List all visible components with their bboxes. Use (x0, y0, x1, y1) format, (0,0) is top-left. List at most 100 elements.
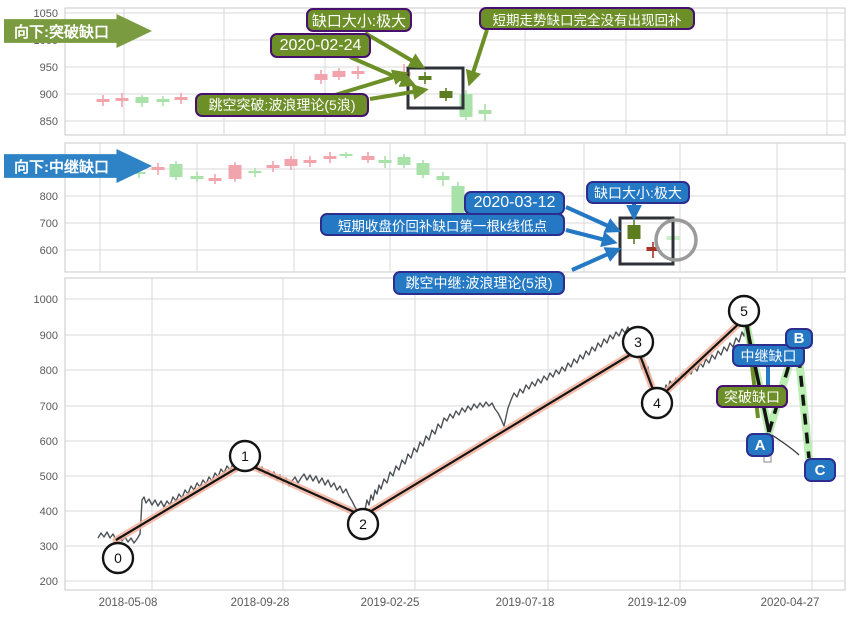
annotation-continuation-gap: 中继缺口 (732, 344, 805, 367)
annotation-text: B (793, 330, 805, 347)
annotation-text: 跳空突破:波浪理论(5浪) (208, 97, 356, 113)
x-tick-label: 2018-09-28 (231, 597, 290, 609)
y-tick-label: 700 (40, 401, 58, 413)
candle-body (378, 160, 392, 163)
annotation-gap-size-top: 缺口大小:极大 (306, 8, 412, 32)
annotation-text: 2020-03-12 (473, 194, 556, 211)
x-tick-label: 2020-04-27 (761, 597, 820, 609)
y-tick-label: 500 (40, 471, 58, 483)
wave-point-label: 2 (359, 516, 367, 532)
annotation-text: 中继缺口 (740, 347, 797, 364)
candle-body (132, 172, 146, 174)
annotation-no-fill-note: 短期走势缺口完全没有出现回补 (479, 7, 695, 30)
candle-body (115, 98, 129, 101)
y-tick-label: 600 (40, 436, 58, 448)
wave-point-label: 3 (634, 334, 642, 350)
candle-body (169, 164, 183, 177)
annotation-fill-note-mid: 短期收盘价回补缺口第一根k线低点 (320, 213, 565, 236)
y-tick-label: 950 (40, 62, 58, 74)
candle-body (323, 156, 337, 159)
annotation-text: C (814, 461, 826, 479)
y-tick-label: 700 (40, 218, 58, 230)
y-tick-label: 850 (40, 116, 58, 128)
candle-body (451, 186, 465, 215)
wave-point-circle (346, 507, 380, 541)
annotation-text: 2020-02-24 (279, 36, 362, 54)
gap-highlight-box (406, 66, 465, 110)
wave-point-circle (228, 439, 262, 473)
x-tick-label: 2019-02-25 (361, 597, 420, 609)
candle-body (208, 178, 222, 181)
projection-leg-5a (743, 317, 771, 433)
candle-body (351, 71, 365, 74)
y-tick-label: 800 (40, 191, 58, 203)
candle-body (397, 157, 411, 165)
candle-body (439, 91, 453, 98)
panel-border-bottom (64, 277, 846, 591)
annotation-arrow (565, 205, 622, 233)
candle-body (284, 159, 298, 166)
candle-body (156, 99, 170, 102)
annotation-arrow (565, 228, 618, 247)
wave-point-circle (621, 325, 655, 359)
y-tick-label: 300 (40, 541, 58, 553)
annotation-text: 跳空中继:波浪理论(5浪) (405, 275, 553, 291)
x-tick-label: 2019-07-18 (496, 597, 555, 609)
candle-body (361, 156, 375, 160)
candle-body (339, 154, 353, 156)
annotation-text: 短期走势缺口完全没有出现回补 (492, 12, 682, 28)
y-tick-label: 900 (40, 330, 58, 342)
y-tick-label: 1050 (34, 8, 58, 20)
candle-body (228, 165, 242, 179)
wave-point-label: 0 (114, 550, 122, 566)
y-tick-label: 400 (40, 506, 58, 518)
banner-continuation-gap-label: 向下:中继缺口 (14, 158, 109, 176)
candle-body (135, 97, 149, 103)
wave-point-label: 4 (653, 395, 661, 411)
candle-body (314, 74, 328, 80)
candle-body (627, 225, 641, 239)
candle-body (151, 167, 165, 170)
price-line (97, 321, 747, 544)
candle-body (478, 110, 492, 114)
candle-body (96, 99, 110, 102)
banner-breakaway-gap: 向下:突破缺口 (4, 14, 152, 48)
annotation-wave-b: B (785, 328, 813, 349)
annotation-continuation-theory: 跳空中继:波浪理论(5浪) (393, 271, 565, 295)
annotation-breakout-theory: 跳空突破:波浪理论(5浪) (195, 93, 369, 117)
annotation-arrow (363, 31, 426, 69)
candle-body (646, 247, 660, 251)
candle-body (416, 163, 430, 175)
wave-line (115, 317, 746, 541)
annotation-text: 缺口大小:极大 (594, 184, 682, 201)
candle-body (459, 94, 473, 117)
gap-highlight-box (618, 216, 675, 266)
x-tick-label: 2018-05-08 (99, 597, 158, 609)
candle-body (332, 71, 346, 77)
candle-body (174, 97, 188, 100)
ghost-circle (654, 218, 698, 262)
candle-body (436, 176, 450, 180)
y-tick-label: 200 (40, 576, 58, 588)
annotation-wave-c: C (804, 458, 836, 482)
candle-body (303, 160, 317, 163)
annotation-arrow (571, 247, 622, 272)
y-tick-label: 800 (40, 365, 58, 377)
panel-border-top (64, 7, 846, 136)
wave-point-circle (727, 294, 761, 328)
candle-body (248, 171, 262, 173)
annotation-text: 短期收盘价回补缺口第一根k线低点 (337, 218, 548, 234)
annotation-arrow (369, 83, 429, 101)
candle-body (190, 176, 204, 179)
annotation-arc (771, 434, 800, 456)
y-tick-label: 600 (40, 245, 58, 257)
wave-point-circle (101, 541, 135, 575)
candle-body (266, 165, 280, 168)
wave-point-label: 1 (241, 448, 249, 464)
y-tick-label: 900 (40, 89, 58, 101)
wave-point-circle (640, 386, 674, 420)
candle-body (418, 76, 432, 80)
annotation-date-mid: 2020-03-12 (464, 191, 565, 215)
annotation-gap-size-mid: 缺口大小:极大 (586, 181, 690, 204)
